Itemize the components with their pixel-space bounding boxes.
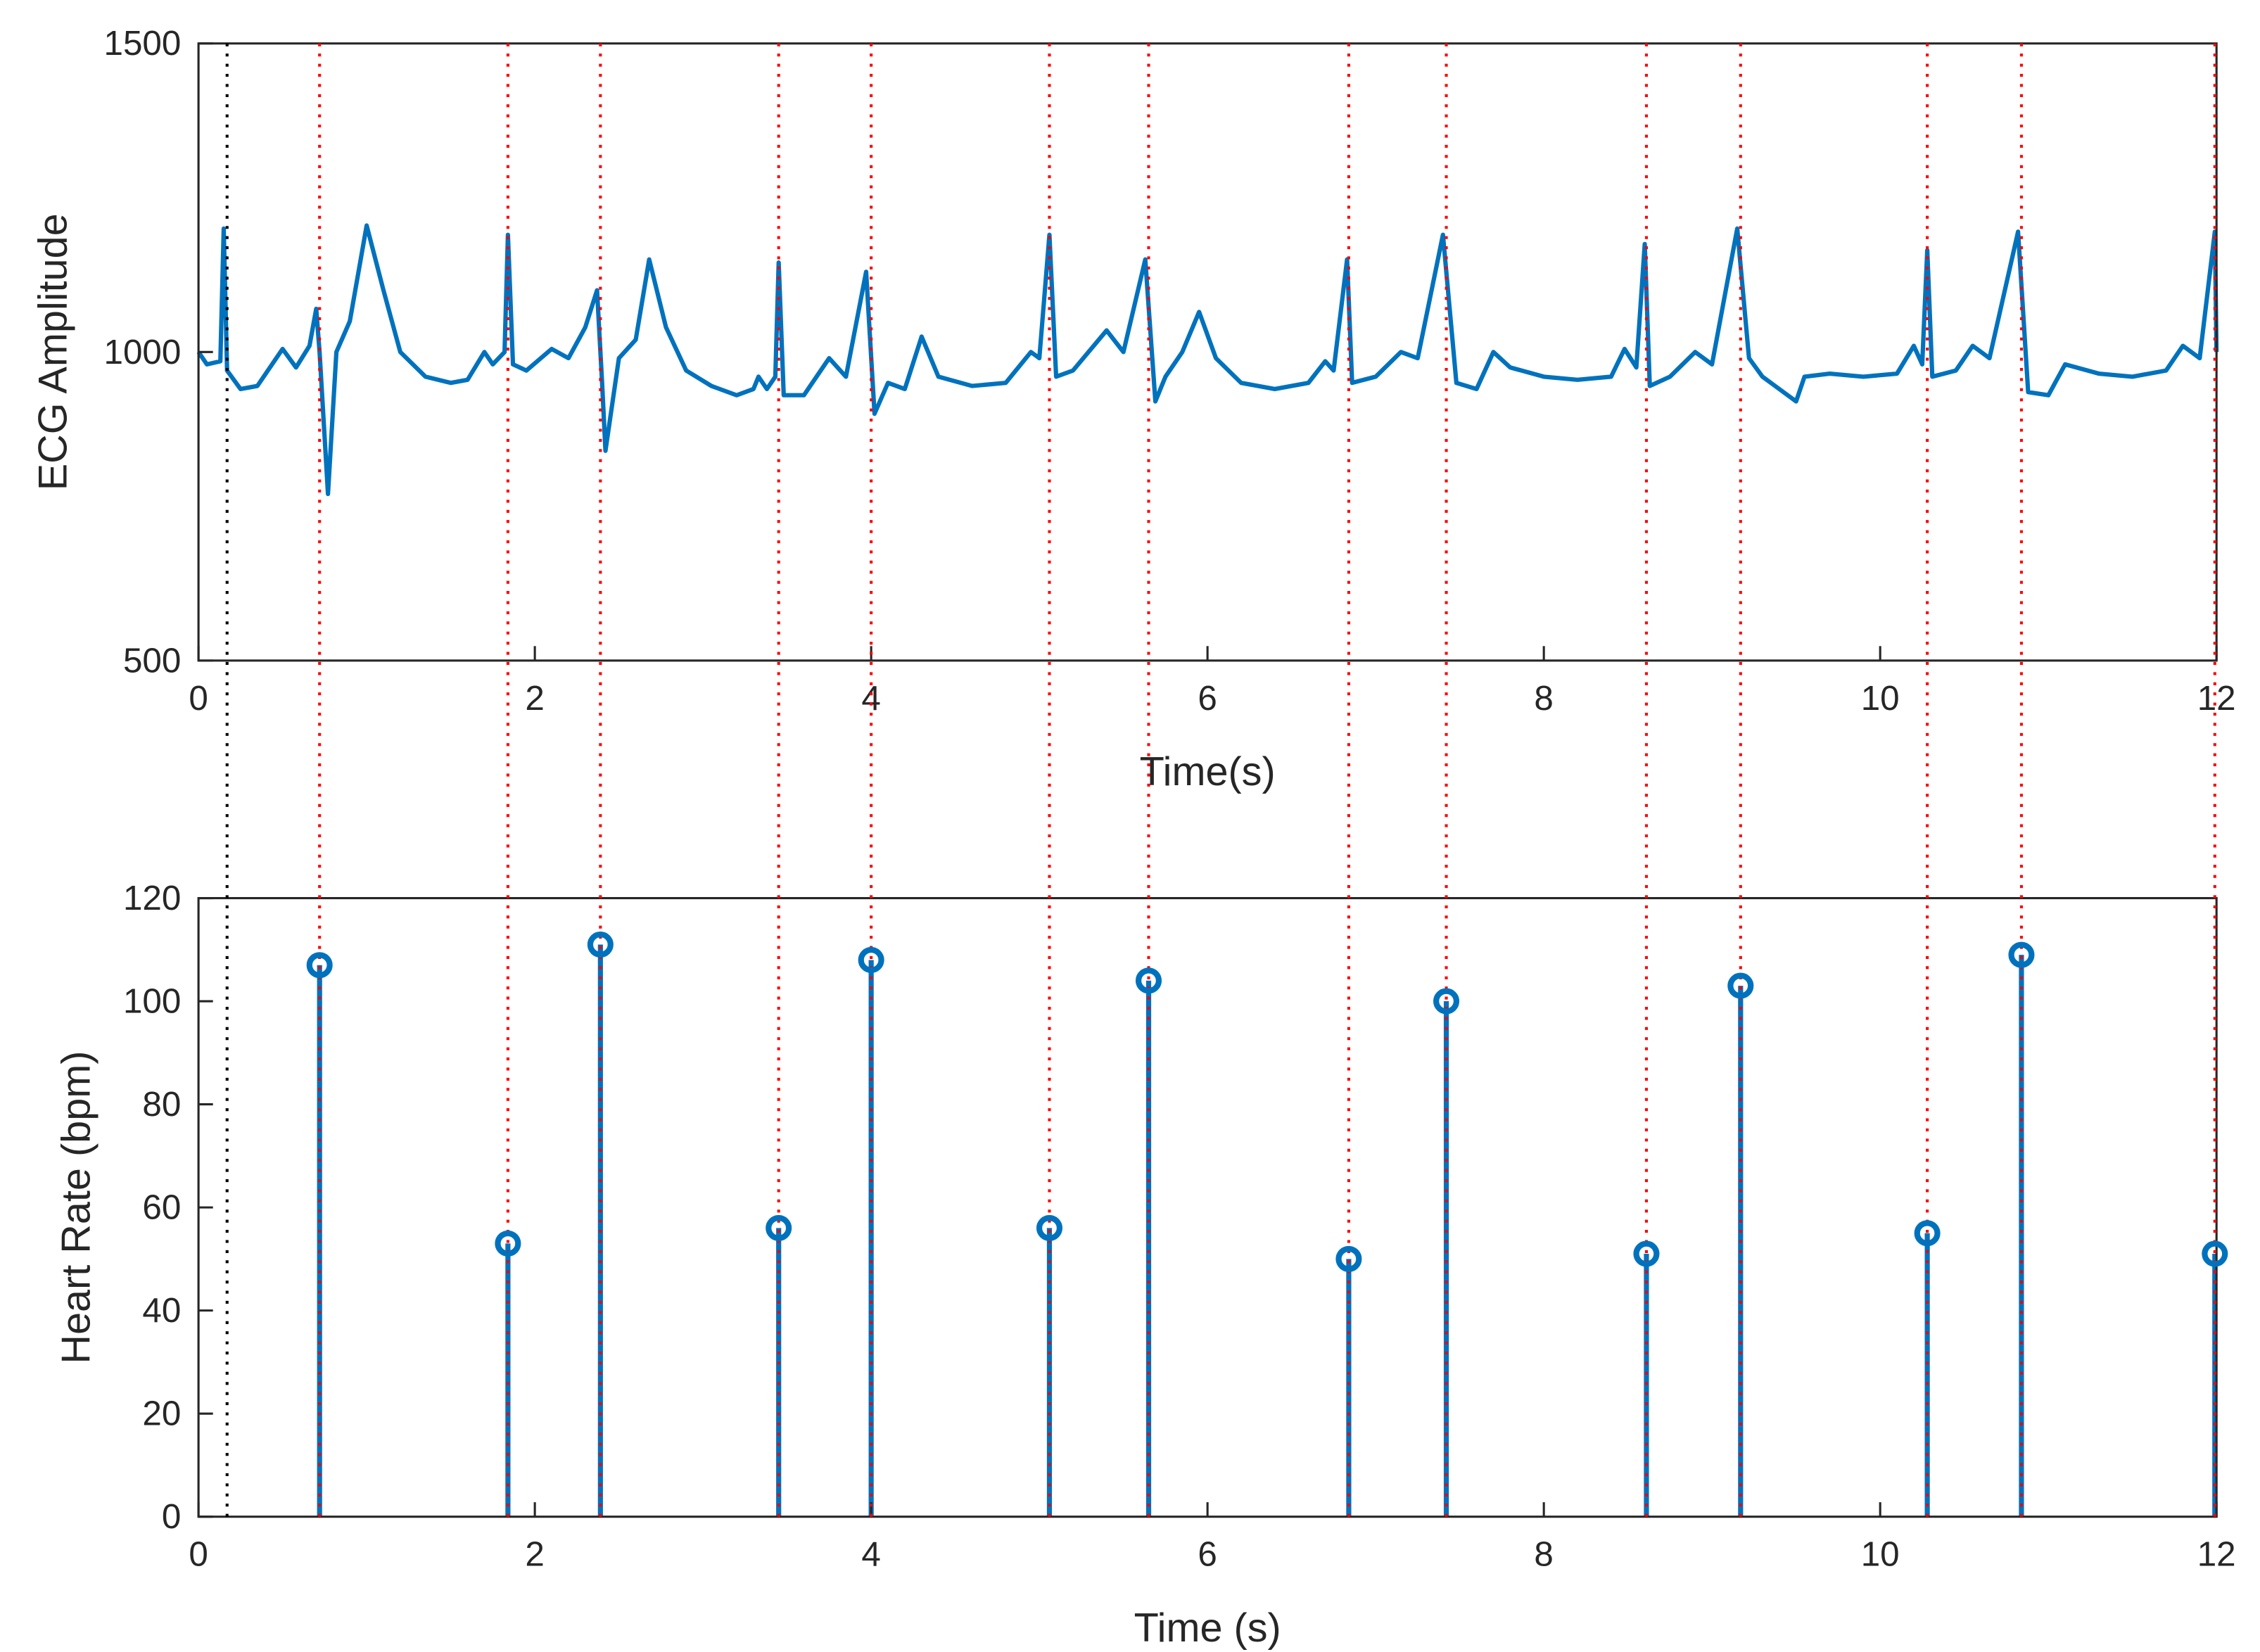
y-tick-label: 0 <box>162 1497 181 1536</box>
x-tick-label: 2 <box>525 679 544 718</box>
axes-box <box>197 42 2218 662</box>
stem-marker <box>858 946 884 973</box>
stem-marker <box>1135 967 1162 994</box>
stem-marker <box>306 952 333 979</box>
stem-marker <box>1633 1240 1660 1267</box>
x-tick-label: 4 <box>861 679 880 718</box>
x-tick-label: 0 <box>189 679 208 718</box>
axes-box <box>197 896 2218 1518</box>
y-axis-label: ECG Amplitude <box>31 213 76 490</box>
stem-marker <box>1914 1220 1941 1247</box>
x-tick-label: 4 <box>861 1535 880 1574</box>
y-tick-label: 80 <box>142 1085 181 1124</box>
y-tick-label: 1000 <box>103 333 181 371</box>
y-tick-label: 60 <box>142 1188 181 1227</box>
stem-marker <box>1036 1214 1063 1241</box>
x-tick-label: 8 <box>1534 1535 1553 1574</box>
stem-marker <box>587 931 614 958</box>
x-tick-label: 6 <box>1198 679 1217 718</box>
x-tick-label: 2 <box>525 1535 544 1574</box>
y-tick-label: 40 <box>142 1291 181 1330</box>
stem-marker <box>1433 988 1460 1015</box>
y-tick-label: 20 <box>142 1394 181 1433</box>
y-tick-label: 100 <box>123 982 181 1021</box>
x-tick-label: 12 <box>2197 679 2236 718</box>
y-tick-label: 120 <box>123 879 181 917</box>
y-tick-label: 1500 <box>103 24 181 63</box>
y-axis-label: Heart Rate (bpm) <box>54 1051 99 1364</box>
x-tick-label: 12 <box>2197 1535 2236 1574</box>
stem-marker <box>2008 941 2035 968</box>
x-tick-label: 6 <box>1198 1535 1217 1574</box>
stem-marker <box>1335 1245 1362 1272</box>
stem-marker <box>495 1230 521 1257</box>
y-tick-label: 500 <box>123 641 181 680</box>
x-tick-label: 0 <box>189 1535 208 1574</box>
x-tick-label: 10 <box>1861 679 1900 718</box>
x-tick-label: 8 <box>1534 679 1553 718</box>
stem-marker <box>766 1214 792 1241</box>
x-tick-label: 10 <box>1861 1535 1900 1574</box>
stem-marker <box>2202 1240 2228 1267</box>
x-axis-label: Time (s) <box>1134 1606 1281 1651</box>
ecg-line <box>196 223 2219 497</box>
x-axis-label: Time(s) <box>1140 749 1276 794</box>
stem-marker <box>1727 972 1754 999</box>
